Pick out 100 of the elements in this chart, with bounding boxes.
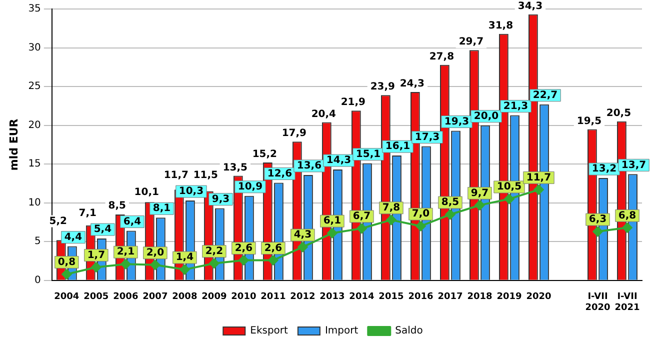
- data-label: 31,8: [488, 20, 514, 32]
- data-label: 6,7: [352, 211, 371, 222]
- x-tick-label: 2011: [260, 292, 286, 302]
- data-label: 6,3: [588, 214, 607, 226]
- y-tick-label: 35: [28, 4, 41, 15]
- point: [120, 259, 131, 270]
- data-label: 19,3: [444, 116, 470, 128]
- data-label: 6,8: [618, 210, 636, 222]
- data-label: 19,5: [576, 116, 602, 127]
- data-label: 2,2: [205, 246, 224, 257]
- x-tick-label: 2013: [320, 292, 345, 302]
- data-label: 13,5: [222, 162, 248, 174]
- data-label: 2,6: [264, 242, 282, 254]
- data-label: 13,2: [592, 164, 617, 175]
- data-label: 8,1: [152, 203, 171, 214]
- data-label: 10,1: [134, 187, 160, 198]
- data-label: 27,8: [429, 51, 454, 62]
- data-label: 21,9: [340, 97, 366, 108]
- data-label: 12,6: [267, 168, 292, 180]
- y-tick-label: 10: [28, 197, 41, 208]
- data-label: 4,4: [64, 232, 82, 243]
- data-label: 2,0: [146, 247, 164, 258]
- point: [416, 221, 426, 232]
- data-label: 9,7: [470, 188, 489, 199]
- y-axis-title: mld EUR: [7, 118, 20, 171]
- point: [268, 255, 278, 266]
- data-label: 9,3: [212, 194, 230, 205]
- data-label: 5,4: [94, 224, 112, 236]
- data-label: 17,3: [414, 132, 440, 143]
- point: [445, 209, 456, 220]
- point: [180, 264, 190, 275]
- data-label: 2,6: [234, 242, 253, 254]
- point: [150, 260, 160, 270]
- data-label: 6,1: [323, 216, 342, 227]
- data-label: 10,9: [238, 181, 263, 192]
- data-label: 20,4: [311, 108, 336, 120]
- data-label: 7,8: [382, 202, 400, 214]
- legend-label: Import: [324, 326, 358, 337]
- data-label: 1,7: [87, 250, 106, 261]
- x-tick-label: 2017: [438, 292, 463, 302]
- point: [62, 269, 72, 280]
- data-label: 1,4: [176, 252, 194, 264]
- point: [622, 222, 632, 233]
- data-label: 24,3: [400, 78, 425, 90]
- data-label: 10,3: [178, 186, 204, 198]
- x-tick-label: 2012: [290, 292, 316, 302]
- x-tick-label: 2004: [54, 292, 80, 302]
- point: [327, 228, 338, 238]
- point: [91, 262, 102, 272]
- data-label: 10,5: [496, 182, 522, 193]
- x-tick-label: 2008: [172, 292, 198, 302]
- data-label: 34,3: [518, 1, 543, 12]
- data-label: 5,2: [49, 216, 68, 227]
- y-tick-label: 20: [28, 120, 41, 131]
- point: [534, 184, 544, 195]
- data-label: 2,1: [116, 246, 135, 258]
- y-tick-label: 5: [34, 236, 41, 248]
- x-tick-label: 2007: [142, 292, 168, 302]
- data-label: 15,2: [252, 149, 278, 160]
- legend-label: Eksport: [250, 326, 288, 337]
- x-tick-label: 2015: [378, 292, 404, 302]
- point: [356, 223, 367, 234]
- data-label: 6,4: [123, 216, 142, 228]
- data-label: 11,7: [526, 172, 552, 184]
- data-label: 15,1: [356, 148, 381, 160]
- x-tick-label: 2019: [496, 292, 522, 302]
- data-label: 13,7: [621, 160, 646, 171]
- data-label: 16,1: [385, 141, 410, 152]
- y-tick-label: 15: [28, 158, 41, 170]
- x-tick-label: 2009: [202, 292, 227, 302]
- data-label: 17,9: [282, 128, 307, 140]
- data-label: 8,5: [108, 200, 126, 212]
- point: [386, 214, 396, 225]
- data-label: 20,5: [606, 108, 632, 120]
- data-label: 23,9: [370, 82, 396, 93]
- data-label: 7,0: [412, 208, 430, 220]
- x-tick-label: 2018: [467, 292, 492, 302]
- x-tick-label: 2014: [349, 292, 374, 302]
- data-label: 14,3: [326, 155, 352, 166]
- data-label: 13,6: [296, 160, 322, 172]
- data-label: 8,5: [441, 197, 460, 208]
- point: [209, 258, 220, 268]
- data-label: 0,8: [58, 256, 76, 268]
- y-tick-label: 25: [28, 81, 41, 92]
- point: [238, 255, 249, 266]
- data-label: 11,5: [193, 170, 218, 182]
- data-label: 22,7: [532, 90, 558, 101]
- x-tick-label: I-VII 2021: [614, 292, 640, 313]
- y-tick-label: 30: [28, 42, 41, 54]
- point: [298, 242, 308, 252]
- point: [504, 194, 514, 204]
- x-tick-label: 2005: [84, 292, 109, 302]
- x-tick-label: 2020: [526, 292, 552, 302]
- data-label: 20,0: [474, 110, 499, 122]
- legend-label: Saldo: [395, 326, 423, 337]
- data-label: 11,7: [164, 170, 189, 182]
- data-label: 21,3: [503, 100, 528, 112]
- x-tick-label: 2016: [408, 292, 434, 302]
- y-tick-label: 0: [34, 274, 41, 286]
- x-tick-label: 2006: [113, 292, 138, 302]
